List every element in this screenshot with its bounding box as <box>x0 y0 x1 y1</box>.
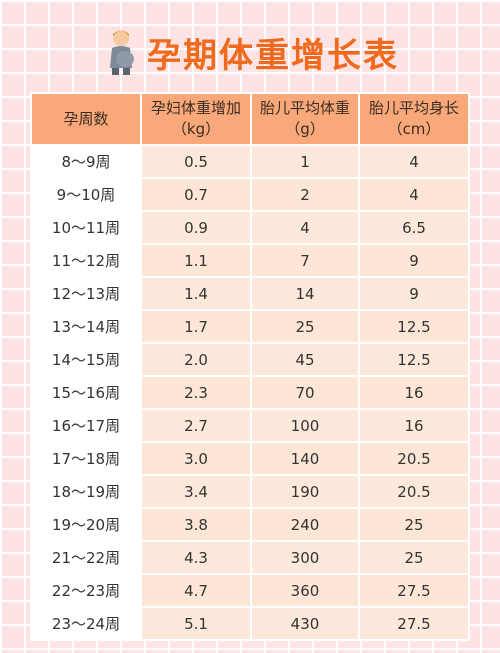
column-header-unit: （g） <box>285 120 325 138</box>
table-row: 14～15周 2.0 45 12.5 <box>30 342 470 377</box>
table-cell: 20.5 <box>358 474 470 509</box>
table-row: 15～16周 2.3 70 16 <box>30 375 470 410</box>
table-row: 22～23周 4.7 360 27.5 <box>30 573 470 608</box>
table-cell: 22～23周 <box>30 573 142 608</box>
table-cell: 4 <box>358 144 470 179</box>
table-cell: 0.7 <box>140 177 252 212</box>
column-header-label: 胎儿平均体重 <box>259 99 350 117</box>
table-cell: 11～12周 <box>30 243 142 278</box>
table-cell: 12.5 <box>358 309 470 344</box>
table-cell: 12.5 <box>358 342 470 377</box>
table-cell: 20.5 <box>358 441 470 476</box>
table-cell: 1.1 <box>140 243 252 278</box>
table-cell: 14 <box>250 276 360 311</box>
column-header-unit: （cm） <box>387 120 441 138</box>
table-cell: 7 <box>250 243 360 278</box>
table-cell: 190 <box>250 474 360 509</box>
table-cell: 16 <box>358 408 470 443</box>
table-cell: 360 <box>250 573 360 608</box>
table-cell: 25 <box>250 309 360 344</box>
table-cell: 0.5 <box>140 144 252 179</box>
table-cell: 4.7 <box>140 573 252 608</box>
table-cell: 1.4 <box>140 276 252 311</box>
pregnant-woman-icon <box>101 28 141 76</box>
table-cell: 2.7 <box>140 408 252 443</box>
column-header: 胎儿平均身长 （cm） <box>358 92 470 146</box>
table-row: 9～10周 0.7 2 4 <box>30 177 470 212</box>
table-cell: 2.0 <box>140 342 252 377</box>
table-cell: 16 <box>358 375 470 410</box>
table-cell: 100 <box>250 408 360 443</box>
title-bar: 孕期体重增长表 <box>0 24 500 80</box>
table-row: 12～13周 1.4 14 9 <box>30 276 470 311</box>
table-cell: 430 <box>250 606 360 641</box>
weight-gain-table: 孕周数 孕妇体重增加 （kg） 胎儿平均体重 （g） 胎儿平均身长 （cm） 8～9周 0.5… <box>30 92 470 641</box>
table-cell: 9～10周 <box>30 177 142 212</box>
table-row: 8～9周 0.5 1 4 <box>30 144 470 179</box>
column-header-label: 胎儿平均身长 <box>368 99 459 117</box>
table-cell: 23～24周 <box>30 606 142 641</box>
table-header-row: 孕周数 孕妇体重增加 （kg） 胎儿平均体重 （g） 胎儿平均身长 （cm） <box>30 92 470 146</box>
table-cell: 2.3 <box>140 375 252 410</box>
table-cell: 12～13周 <box>30 276 142 311</box>
table-cell: 27.5 <box>358 573 470 608</box>
table-row: 13～14周 1.7 25 12.5 <box>30 309 470 344</box>
table-cell: 21～22周 <box>30 540 142 575</box>
table-cell: 6.5 <box>358 210 470 245</box>
table-cell: 2 <box>250 177 360 212</box>
table-cell: 14～15周 <box>30 342 142 377</box>
table-cell: 5.1 <box>140 606 252 641</box>
table-cell: 4 <box>358 177 470 212</box>
table-cell: 25 <box>358 540 470 575</box>
column-header: 孕周数 <box>30 92 142 146</box>
table-cell: 240 <box>250 507 360 542</box>
column-header: 孕妇体重增加 （kg） <box>140 92 252 146</box>
table-cell: 3.8 <box>140 507 252 542</box>
table-cell: 19～20周 <box>30 507 142 542</box>
table-cell: 3.4 <box>140 474 252 509</box>
table-cell: 18～19周 <box>30 474 142 509</box>
table-cell: 4.3 <box>140 540 252 575</box>
table-row: 11～12周 1.1 7 9 <box>30 243 470 278</box>
table-row: 21～22周 4.3 300 25 <box>30 540 470 575</box>
table-row: 16～17周 2.7 100 16 <box>30 408 470 443</box>
weight-table-container: 孕周数 孕妇体重增加 （kg） 胎儿平均体重 （g） 胎儿平均身长 （cm） 8～9周 0.5… <box>30 92 470 641</box>
table-row: 17～18周 3.0 140 20.5 <box>30 441 470 476</box>
page-title: 孕期体重增长表 <box>147 35 399 76</box>
table-cell: 4 <box>250 210 360 245</box>
table-header: 孕周数 孕妇体重增加 （kg） 胎儿平均体重 （g） 胎儿平均身长 （cm） <box>30 92 470 146</box>
table-cell: 16～17周 <box>30 408 142 443</box>
table-row: 10～11周 0.9 4 6.5 <box>30 210 470 245</box>
table-cell: 17～18周 <box>30 441 142 476</box>
table-body: 8～9周 0.5 1 4 9～10周 0.7 2 4 10～11周 0.9 4 6.5 11～12周 1.… <box>30 144 470 641</box>
table-cell: 27.5 <box>358 606 470 641</box>
table-cell: 3.0 <box>140 441 252 476</box>
table-cell: 1 <box>250 144 360 179</box>
table-cell: 13～14周 <box>30 309 142 344</box>
column-header-label: 孕周数 <box>63 109 109 128</box>
table-cell: 140 <box>250 441 360 476</box>
table-row: 19～20周 3.8 240 25 <box>30 507 470 542</box>
table-row: 18～19周 3.4 190 20.5 <box>30 474 470 509</box>
table-cell: 9 <box>358 243 470 278</box>
column-header-unit: （kg） <box>171 120 221 138</box>
table-cell: 0.9 <box>140 210 252 245</box>
table-cell: 45 <box>250 342 360 377</box>
table-row: 23～24周 5.1 430 27.5 <box>30 606 470 641</box>
table-cell: 8～9周 <box>30 144 142 179</box>
table-cell: 15～16周 <box>30 375 142 410</box>
table-cell: 300 <box>250 540 360 575</box>
column-header-label: 孕妇体重增加 <box>150 99 241 117</box>
table-cell: 25 <box>358 507 470 542</box>
table-cell: 10～11周 <box>30 210 142 245</box>
column-header: 胎儿平均体重 （g） <box>250 92 360 146</box>
table-cell: 1.7 <box>140 309 252 344</box>
table-cell: 9 <box>358 276 470 311</box>
table-cell: 70 <box>250 375 360 410</box>
